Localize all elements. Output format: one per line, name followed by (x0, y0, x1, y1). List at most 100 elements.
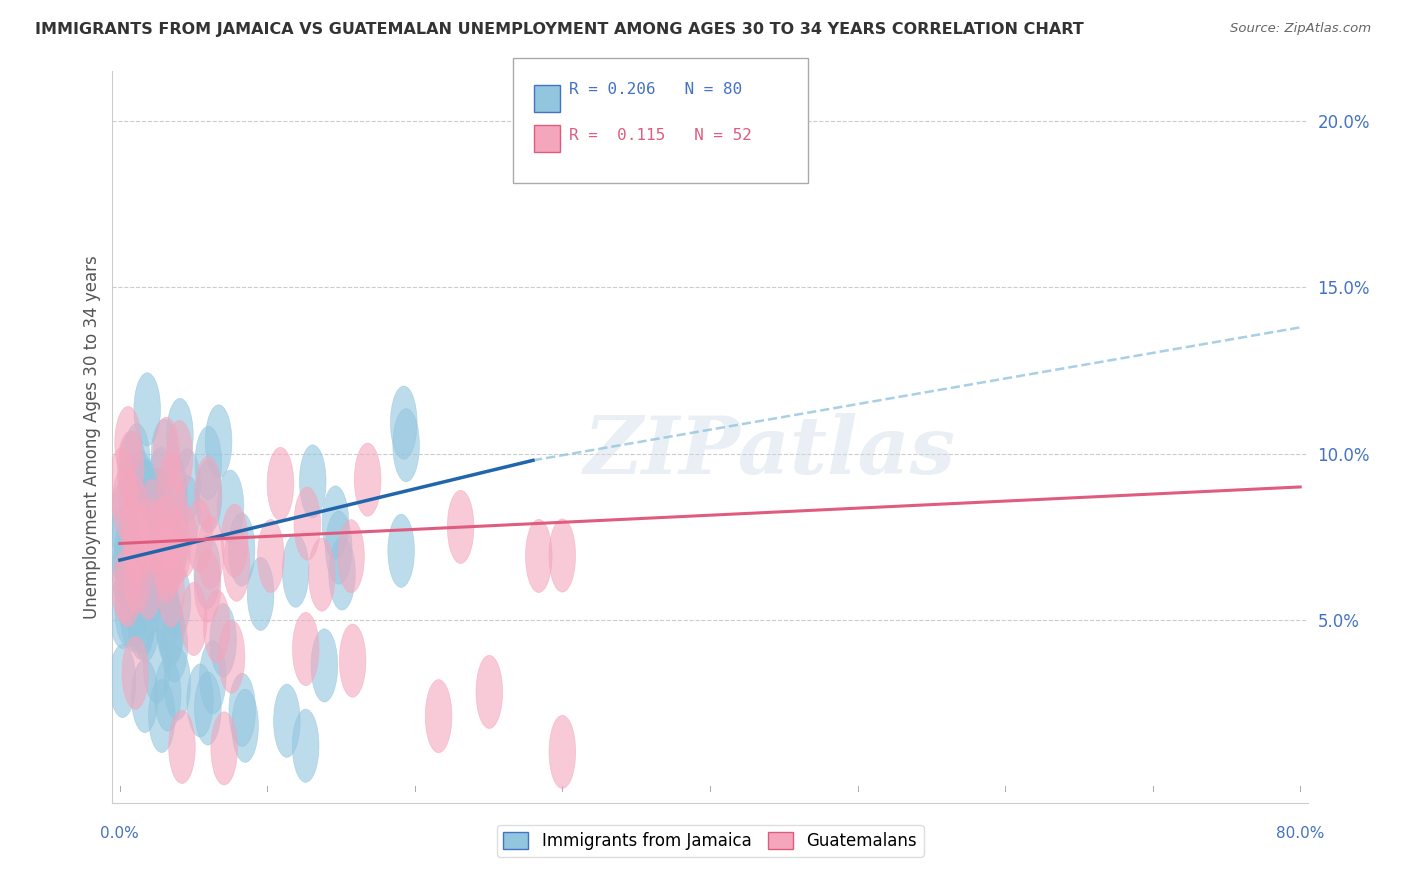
Ellipse shape (329, 537, 356, 610)
Ellipse shape (157, 554, 184, 627)
Ellipse shape (134, 373, 160, 446)
Ellipse shape (135, 534, 162, 607)
Ellipse shape (197, 516, 224, 590)
Ellipse shape (143, 467, 170, 541)
Ellipse shape (195, 426, 222, 500)
Ellipse shape (477, 656, 502, 729)
Ellipse shape (120, 431, 146, 504)
Ellipse shape (112, 467, 139, 540)
Ellipse shape (195, 460, 222, 533)
Ellipse shape (157, 452, 184, 525)
Ellipse shape (209, 604, 236, 677)
Ellipse shape (125, 505, 152, 578)
Ellipse shape (115, 407, 142, 480)
Y-axis label: Unemployment Among Ages 30 to 34 years: Unemployment Among Ages 30 to 34 years (83, 255, 101, 619)
Text: Source: ZipAtlas.com: Source: ZipAtlas.com (1230, 22, 1371, 36)
Ellipse shape (325, 511, 352, 584)
Ellipse shape (162, 477, 188, 550)
Ellipse shape (311, 629, 337, 702)
Ellipse shape (132, 588, 159, 661)
Ellipse shape (115, 525, 142, 599)
Ellipse shape (174, 449, 201, 522)
Ellipse shape (221, 504, 247, 577)
Ellipse shape (294, 487, 321, 560)
Ellipse shape (163, 503, 188, 576)
Ellipse shape (160, 454, 187, 527)
Ellipse shape (152, 419, 177, 492)
Ellipse shape (155, 495, 181, 568)
Legend: Immigrants from Jamaica, Guatemalans: Immigrants from Jamaica, Guatemalans (496, 825, 924, 856)
Text: 80.0%: 80.0% (1277, 826, 1324, 841)
Ellipse shape (156, 591, 183, 665)
Ellipse shape (143, 501, 170, 574)
Ellipse shape (194, 549, 221, 623)
Ellipse shape (211, 712, 238, 785)
Ellipse shape (228, 513, 254, 586)
Ellipse shape (110, 644, 136, 717)
Ellipse shape (257, 519, 284, 592)
Ellipse shape (148, 447, 174, 520)
Ellipse shape (229, 673, 256, 747)
Ellipse shape (139, 479, 165, 552)
Ellipse shape (174, 475, 200, 549)
Ellipse shape (134, 566, 160, 639)
Ellipse shape (129, 463, 156, 536)
Ellipse shape (172, 504, 197, 577)
Ellipse shape (153, 534, 180, 607)
Ellipse shape (292, 709, 319, 782)
Ellipse shape (322, 486, 349, 559)
Ellipse shape (153, 417, 180, 491)
Ellipse shape (111, 550, 138, 624)
Ellipse shape (121, 475, 148, 549)
Ellipse shape (127, 468, 153, 541)
Ellipse shape (124, 512, 150, 585)
Ellipse shape (127, 450, 153, 523)
Ellipse shape (124, 541, 150, 614)
Text: R =  0.115   N = 52: R = 0.115 N = 52 (569, 128, 752, 143)
Ellipse shape (112, 534, 138, 607)
Ellipse shape (122, 482, 149, 555)
Ellipse shape (299, 445, 326, 518)
Ellipse shape (152, 522, 179, 595)
Ellipse shape (391, 386, 418, 459)
Ellipse shape (205, 405, 232, 478)
Ellipse shape (339, 624, 366, 698)
Ellipse shape (224, 528, 250, 601)
Ellipse shape (165, 511, 191, 584)
Ellipse shape (165, 564, 191, 637)
Ellipse shape (309, 538, 335, 611)
Ellipse shape (115, 574, 142, 647)
Ellipse shape (354, 443, 381, 516)
Ellipse shape (141, 549, 167, 623)
Ellipse shape (117, 537, 143, 610)
Ellipse shape (247, 558, 274, 631)
Ellipse shape (127, 485, 153, 558)
Ellipse shape (129, 458, 155, 532)
Ellipse shape (194, 535, 221, 608)
Ellipse shape (165, 647, 190, 720)
Ellipse shape (155, 577, 180, 650)
Ellipse shape (146, 468, 173, 541)
Text: ZIPatlas: ZIPatlas (583, 413, 956, 491)
Ellipse shape (232, 690, 259, 763)
Ellipse shape (155, 658, 181, 731)
Ellipse shape (129, 582, 156, 655)
Ellipse shape (128, 586, 155, 659)
Ellipse shape (388, 514, 415, 587)
Ellipse shape (121, 579, 148, 652)
Ellipse shape (187, 664, 214, 737)
Ellipse shape (166, 420, 193, 493)
Ellipse shape (138, 524, 165, 597)
Ellipse shape (136, 498, 163, 571)
Ellipse shape (526, 519, 553, 592)
Ellipse shape (135, 547, 162, 620)
Ellipse shape (132, 659, 157, 732)
Ellipse shape (108, 448, 135, 521)
Ellipse shape (218, 620, 245, 693)
Ellipse shape (117, 431, 143, 504)
Ellipse shape (337, 520, 364, 593)
Ellipse shape (167, 399, 193, 472)
Ellipse shape (143, 630, 170, 703)
Ellipse shape (169, 710, 195, 783)
Ellipse shape (108, 508, 135, 582)
